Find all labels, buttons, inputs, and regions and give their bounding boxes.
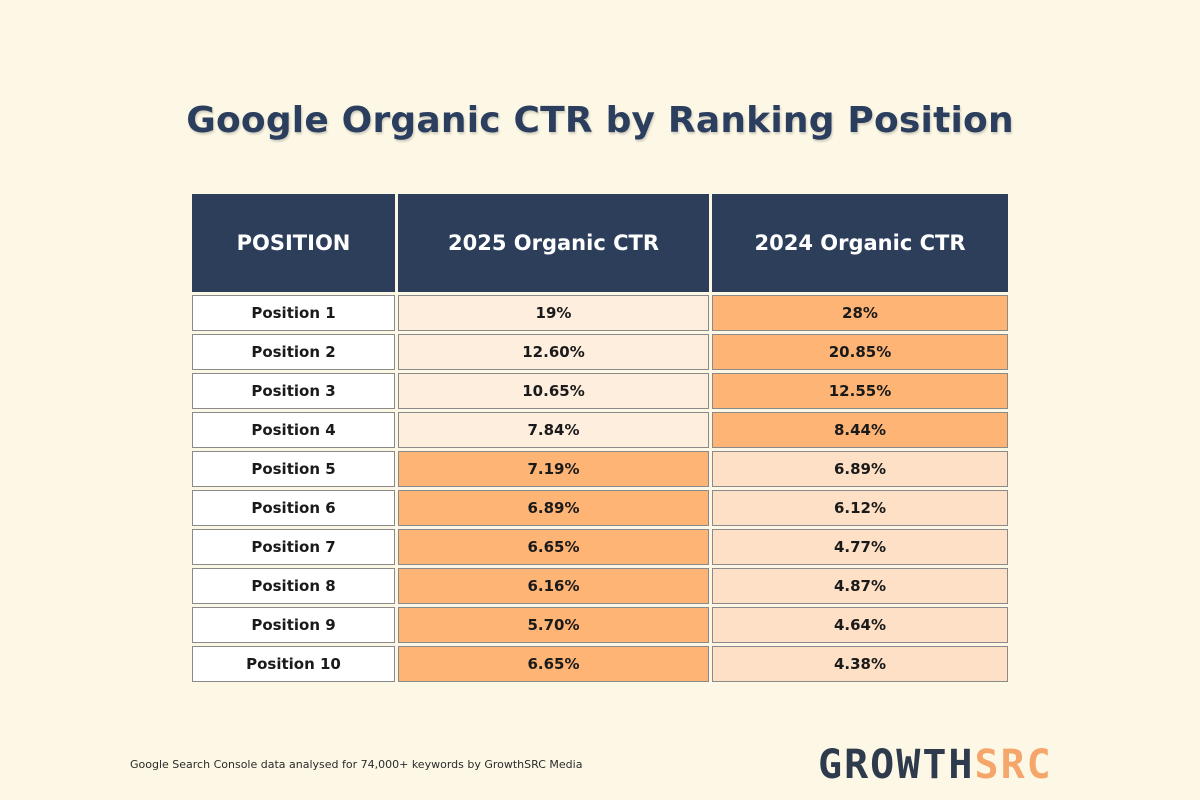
ctr-2025-cell: 6.65% (398, 529, 709, 565)
ctr-2025-cell: 12.60% (398, 334, 709, 370)
position-cell: Position 3 (192, 373, 395, 409)
table-body: Position 1 19% 28% Position 2 12.60% 20.85% Po… (192, 295, 1008, 682)
table-row: Position 5 7.19% 6.89% (192, 451, 1008, 487)
ctr-2024-cell: 4.87% (712, 568, 1008, 604)
logo-text-src: SRC (974, 742, 1053, 788)
position-cell: Position 6 (192, 490, 395, 526)
table-row: Position 9 5.70% 4.64% (192, 607, 1008, 643)
header-2024-ctr: 2024 Organic CTR (712, 194, 1008, 292)
table-row: Position 7 6.65% 4.77% (192, 529, 1008, 565)
ctr-2024-cell: 6.12% (712, 490, 1008, 526)
position-cell: Position 4 (192, 412, 395, 448)
table-row: Position 10 6.65% 4.38% (192, 646, 1008, 682)
ctr-2024-cell: 4.38% (712, 646, 1008, 682)
position-cell: Position 1 (192, 295, 395, 331)
header-position: POSITION (192, 194, 395, 292)
table-row: Position 6 6.89% 6.12% (192, 490, 1008, 526)
table-row: Position 3 10.65% 12.55% (192, 373, 1008, 409)
ctr-2024-cell: 4.77% (712, 529, 1008, 565)
ctr-2024-cell: 8.44% (712, 412, 1008, 448)
position-cell: Position 2 (192, 334, 395, 370)
ctr-2025-cell: 10.65% (398, 373, 709, 409)
header-2025-ctr: 2025 Organic CTR (398, 194, 709, 292)
ctr-2025-cell: 7.19% (398, 451, 709, 487)
ctr-2024-cell: 20.85% (712, 334, 1008, 370)
table-row: Position 2 12.60% 20.85% (192, 334, 1008, 370)
ctr-2024-cell: 12.55% (712, 373, 1008, 409)
position-cell: Position 5 (192, 451, 395, 487)
logo-text-growth: GROWTH (818, 742, 975, 788)
table-row: Position 1 19% 28% (192, 295, 1008, 331)
position-cell: Position 8 (192, 568, 395, 604)
ctr-2025-cell: 7.84% (398, 412, 709, 448)
table-row: Position 4 7.84% 8.44% (192, 412, 1008, 448)
ctr-2025-cell: 5.70% (398, 607, 709, 643)
ctr-2024-cell: 4.64% (712, 607, 1008, 643)
position-cell: Position 10 (192, 646, 395, 682)
table-row: Position 8 6.16% 4.87% (192, 568, 1008, 604)
growthsrc-logo: GROWTHSRC (818, 742, 1053, 788)
ctr-2024-cell: 6.89% (712, 451, 1008, 487)
ctr-2025-cell: 6.89% (398, 490, 709, 526)
footnote: Google Search Console data analysed for … (130, 758, 583, 771)
table-header-row: POSITION 2025 Organic CTR 2024 Organic C… (192, 194, 1008, 292)
position-cell: Position 9 (192, 607, 395, 643)
ctr-table: POSITION 2025 Organic CTR 2024 Organic C… (189, 191, 1011, 685)
ctr-2024-cell: 28% (712, 295, 1008, 331)
ctr-2025-cell: 19% (398, 295, 709, 331)
ctr-2025-cell: 6.16% (398, 568, 709, 604)
chart-title: Google Organic CTR by Ranking Position (186, 100, 1014, 141)
ctr-2025-cell: 6.65% (398, 646, 709, 682)
position-cell: Position 7 (192, 529, 395, 565)
